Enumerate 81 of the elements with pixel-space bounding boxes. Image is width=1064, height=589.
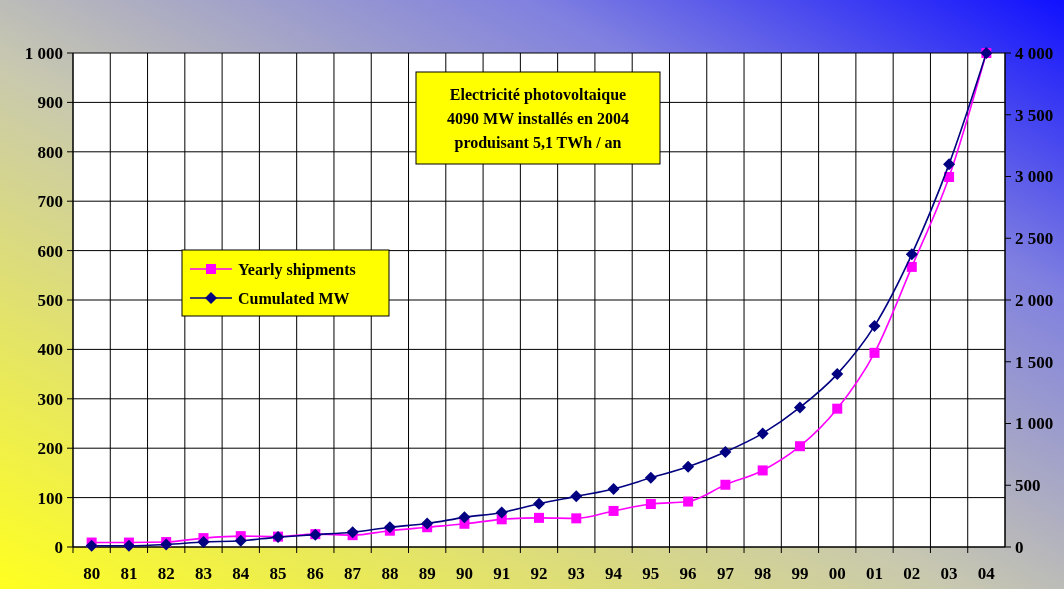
- y-tick-label: 0: [54, 537, 63, 557]
- point: [682, 460, 695, 473]
- point: [757, 465, 768, 476]
- point: [197, 536, 210, 549]
- x-tick-label: 80: [83, 564, 101, 583]
- y2-tick-label: 2 000: [1015, 290, 1054, 310]
- y2-tick-label: 3 000: [1015, 167, 1054, 187]
- point: [495, 506, 508, 519]
- point: [234, 534, 247, 547]
- y2-tick-label: 4 000: [1015, 43, 1054, 63]
- point: [944, 171, 955, 182]
- x-tick-label: 87: [344, 564, 362, 583]
- y-tick-label: 300: [37, 389, 63, 409]
- x-tick-label: 88: [381, 564, 399, 583]
- point: [421, 517, 434, 530]
- x-tick-label: 02: [903, 564, 921, 583]
- y-tick-label: 200: [37, 439, 63, 459]
- point: [906, 261, 917, 272]
- text: Electricité photovoltaique 4090 MW installés en 2004 produisant 5,1 TWh / an: [447, 86, 629, 152]
- x-tick-label: 03: [940, 564, 958, 583]
- y2-tick-label: 500: [1015, 476, 1041, 496]
- y2-tick-label: 3 500: [1015, 105, 1054, 125]
- point: [793, 401, 806, 414]
- point: [832, 403, 843, 414]
- x-tick-label: 82: [157, 564, 175, 583]
- point: [683, 496, 694, 507]
- y-tick-label: 500: [37, 290, 63, 310]
- point: [905, 248, 918, 261]
- x-tick-label: 89: [418, 564, 436, 583]
- x-tick-label: 84: [232, 564, 250, 583]
- x-tick-label: 97: [716, 564, 735, 583]
- x-tick-label: 90: [455, 564, 473, 583]
- x-tick-label: 91: [493, 564, 511, 583]
- y-tick-label: 400: [37, 340, 63, 360]
- point: [720, 479, 731, 490]
- x-tick-label: 81: [120, 564, 138, 583]
- point: [831, 368, 844, 381]
- point: [719, 445, 732, 458]
- x-tick-label: 01: [866, 564, 884, 583]
- x-tick-label: 96: [679, 564, 697, 583]
- y-tick-label: 100: [37, 488, 63, 508]
- point: [346, 526, 359, 539]
- point: [533, 497, 545, 510]
- point: [608, 505, 619, 516]
- point: [122, 539, 135, 552]
- point: [570, 490, 583, 503]
- y-tick-label: 800: [37, 142, 63, 162]
- point: [645, 499, 656, 510]
- x-tick-label: 94: [605, 564, 623, 583]
- point: [868, 319, 881, 332]
- y-tick-label: 1 000: [24, 43, 63, 63]
- point: [85, 539, 98, 552]
- legend-label: Yearly shipments: [238, 260, 356, 279]
- x-tick-label: 86: [306, 564, 324, 583]
- y-tick-label: 900: [37, 93, 63, 113]
- x-tick-label: 99: [791, 564, 809, 583]
- point: [943, 158, 956, 171]
- y2-tick-label: 0: [1015, 537, 1024, 557]
- point: [794, 441, 805, 452]
- x-tick-label: 98: [754, 564, 772, 583]
- point: [644, 471, 657, 484]
- y2-tick-label: 1 500: [1015, 352, 1054, 372]
- y-tick-label: 700: [37, 192, 63, 212]
- x-tick-label: 04: [977, 564, 996, 583]
- point: [869, 347, 880, 358]
- point: [571, 513, 582, 524]
- x-tick-label: 92: [530, 564, 548, 583]
- point: [534, 512, 544, 523]
- point: [756, 427, 769, 440]
- y2-tick-label: 2 500: [1015, 229, 1054, 249]
- y2-tick-label: 1 000: [1015, 414, 1054, 434]
- y-tick-label: 600: [37, 241, 63, 261]
- point: [383, 521, 396, 534]
- x-tick-label: 93: [567, 564, 585, 583]
- x-tick-label: 00: [828, 564, 846, 583]
- point: [607, 482, 620, 495]
- x-tick-label: 95: [642, 564, 660, 583]
- legend-label: Cumulated MW: [238, 289, 350, 307]
- x-tick-label: 85: [269, 564, 287, 583]
- x-tick-label: 83: [194, 564, 212, 583]
- point: [458, 511, 471, 524]
